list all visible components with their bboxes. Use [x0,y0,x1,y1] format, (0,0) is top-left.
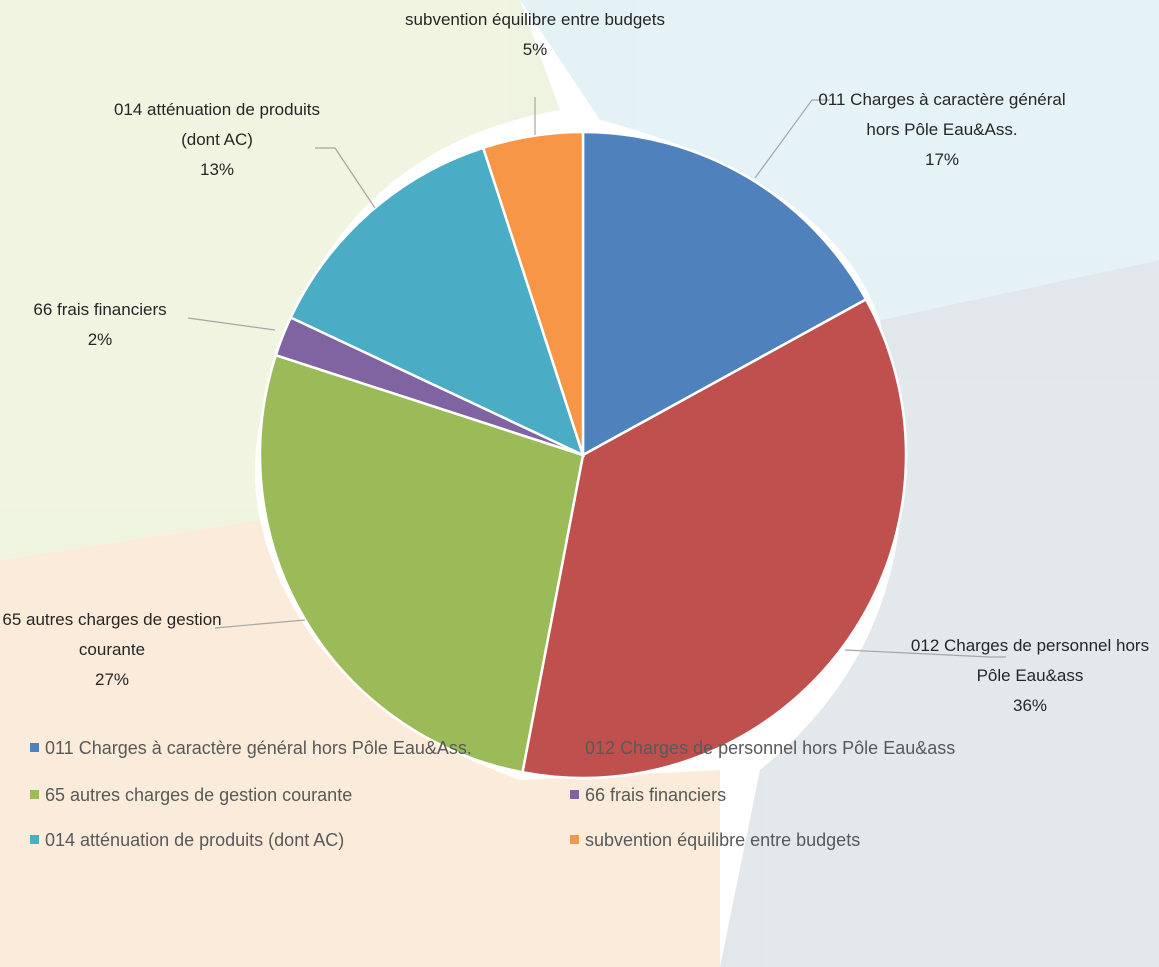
bg-shape [0,0,560,560]
pie-slice [521,297,908,780]
legend-item: 66 frais financiers [570,785,726,806]
bg-shape [720,260,1159,967]
data-label-name: 011 Charges à caractère général hors Pôl… [818,90,1066,139]
bg-shape [520,0,1159,320]
pie-slice [258,353,585,774]
legend-label: 011 Charges à caractère général hors Pôl… [45,738,472,758]
data-label: 65 autres charges de gestion courante 27% [2,605,222,695]
legend-swatch [30,835,39,844]
legend-item: 011 Charges à caractère général hors Pôl… [30,738,472,759]
legend-item: 65 autres charges de gestion courante [30,785,352,806]
data-label-name: 014 atténuation de produits (dont AC) [113,100,321,149]
data-label-value: 2% [87,330,113,349]
data-label-name: subvention équilibre entre budgets [405,10,665,29]
legend-swatch [570,743,579,752]
legend-swatch [570,790,579,799]
legend-item: 012 Charges de personnel hors Pôle Eau&a… [570,738,955,759]
legend-label: 012 Charges de personnel hors Pôle Eau&a… [585,738,956,758]
data-label: 014 atténuation de produits (dont AC) 13% [107,95,327,185]
data-label: 012 Charges de personnel hors Pôle Eau&a… [900,631,1159,721]
leader-line [187,317,276,331]
pie-slice [289,146,586,458]
data-label: 66 frais financiers 2% [0,295,200,355]
legend-item: 014 atténuation de produits (dont AC) [30,830,344,851]
pie-slice [581,130,868,458]
data-label-name: 65 autres charges de gestion courante [2,610,222,659]
bg-shape [0,520,720,967]
leader-line [754,99,830,179]
legend-label: 65 autres charges de gestion courante [45,785,353,805]
data-label: subvention équilibre entre budgets 5% [405,5,665,65]
legend-label: subvention équilibre entre budgets [585,830,861,850]
leader-line [844,649,1006,658]
legend-swatch [30,790,39,799]
data-label-value: 36% [1012,696,1048,715]
legend-label: 014 atténuation de produits (dont AC) [45,830,345,850]
legend-swatch [30,743,39,752]
data-label: 011 Charges à caractère général hors Pôl… [817,85,1067,175]
leader-line [315,147,376,209]
data-label-value: 13% [199,160,235,179]
pie [258,130,908,780]
data-label-value: 17% [924,150,960,169]
data-label-name: 66 frais financiers [33,300,167,319]
leader-line [214,619,306,629]
pie-slice [481,130,585,456]
leader-lines [187,97,1006,658]
legend-label: 66 frais financiers [585,785,727,805]
legend-item: subvention équilibre entre budgets [570,830,860,851]
data-label-value: 5% [522,40,548,59]
data-label-value: 27% [94,670,130,689]
data-label-name: 012 Charges de personnel hors Pôle Eau&a… [910,636,1150,685]
legend-swatch [570,835,579,844]
